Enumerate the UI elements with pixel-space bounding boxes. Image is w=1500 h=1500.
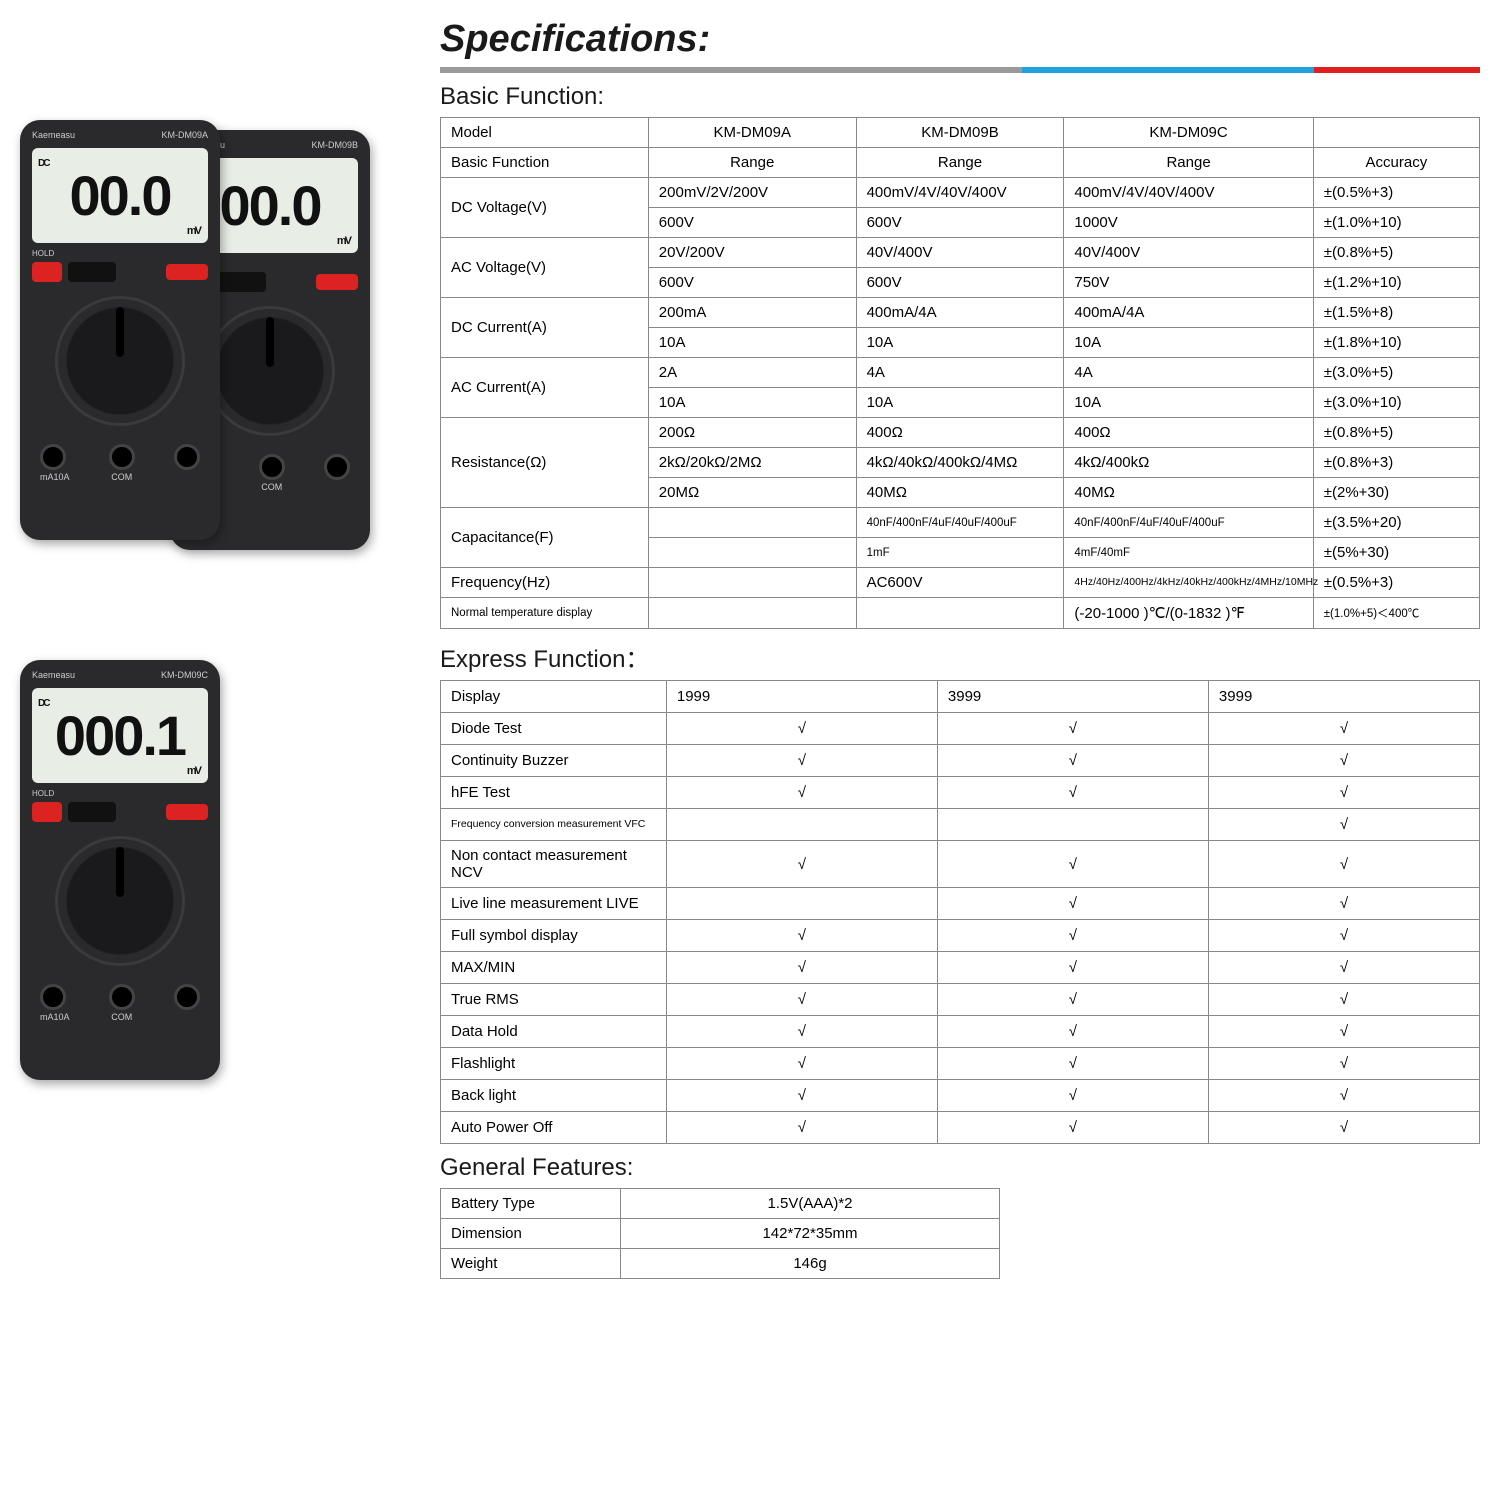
basic-heading: Basic Function: bbox=[440, 83, 1480, 111]
express-function-table: Display199939993999Diode Test√√√Continui… bbox=[440, 680, 1480, 1144]
divider-bar bbox=[440, 67, 1480, 73]
meter-c: KaemeasuKM-DM09C DC000.1mV HOLD mA10ACOM bbox=[20, 660, 220, 1080]
basic-function-table: ModelKM-DM09AKM-DM09BKM-DM09CBasic Funct… bbox=[440, 117, 1480, 629]
express-heading: Express Function： bbox=[440, 639, 1480, 674]
general-heading: General Features: bbox=[440, 1154, 1480, 1182]
general-features-table: Battery Type1.5V(AAA)*2Dimension142*72*3… bbox=[440, 1188, 1000, 1279]
page-title: Specifications: bbox=[440, 18, 1480, 61]
product-images: KaemeasuKM-DM09B DC00.0mV HOLD mA10ACOM … bbox=[20, 0, 420, 1279]
meter-a: KaemeasuKM-DM09A DC00.0mV HOLD mA10ACOM bbox=[20, 120, 220, 540]
